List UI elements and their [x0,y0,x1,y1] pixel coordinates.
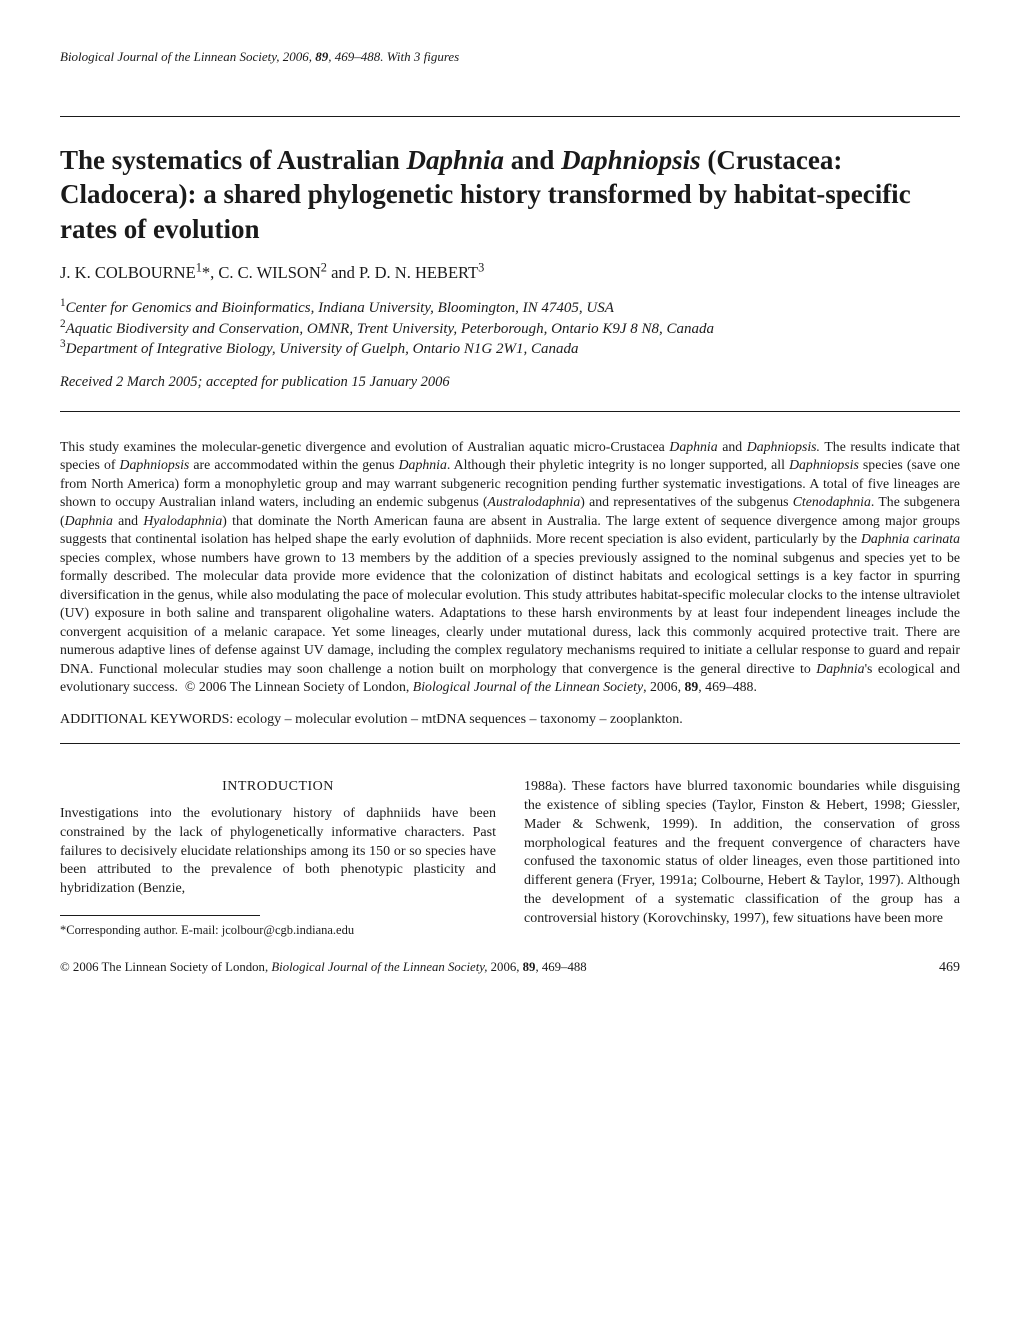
running-header: Biological Journal of the Linnean Societ… [60,48,960,66]
affiliation-1: 1Center for Genomics and Bioinformatics,… [60,298,960,318]
keywords-line: ADDITIONAL KEYWORDS: ecology – molecular… [60,711,960,730]
intro-text-col1: Investigations into the evolutionary his… [60,806,496,896]
footnote-rule [60,915,260,916]
section-intro: INTRODUCTION Investigations into the evo… [60,778,496,938]
footer-copyright: © 2006 The Linnean Society of London, Bi… [60,959,587,978]
corresponding-author-footnote: *Corresponding author. E-mail: jcolbour@… [60,922,496,939]
body-columns: INTRODUCTION Investigations into the evo… [60,778,960,938]
article-title: The systematics of Australian Daphnia an… [60,143,960,247]
abstract: This study examines the molecular-geneti… [60,438,960,697]
affiliation-3: 3Department of Integrative Biology, Univ… [60,339,960,359]
received-line: Received 2 March 2005; accepted for publ… [60,373,960,393]
keywords-label: ADDITIONAL KEYWORDS: [60,712,233,727]
page-footer: © 2006 The Linnean Society of London, Bi… [60,959,960,978]
rule-below-received [60,411,960,412]
authors: J. K. COLBOURNE1*, C. C. WILSON2 and P. … [60,262,960,284]
page-number: 469 [939,959,960,978]
intro-heading: INTRODUCTION [60,778,496,797]
keywords-text: ecology – molecular evolution – mtDNA se… [237,712,683,727]
rule-above-title [60,116,960,117]
intro-text-col2: 1988a). These factors have blurred taxon… [524,778,960,928]
affiliation-2: 2Aquatic Biodiversity and Conservation, … [60,319,960,339]
running-journal: Biological Journal of the Linnean Societ… [60,49,459,64]
rule-below-keywords [60,743,960,744]
affiliations: 1Center for Genomics and Bioinformatics,… [60,298,960,359]
